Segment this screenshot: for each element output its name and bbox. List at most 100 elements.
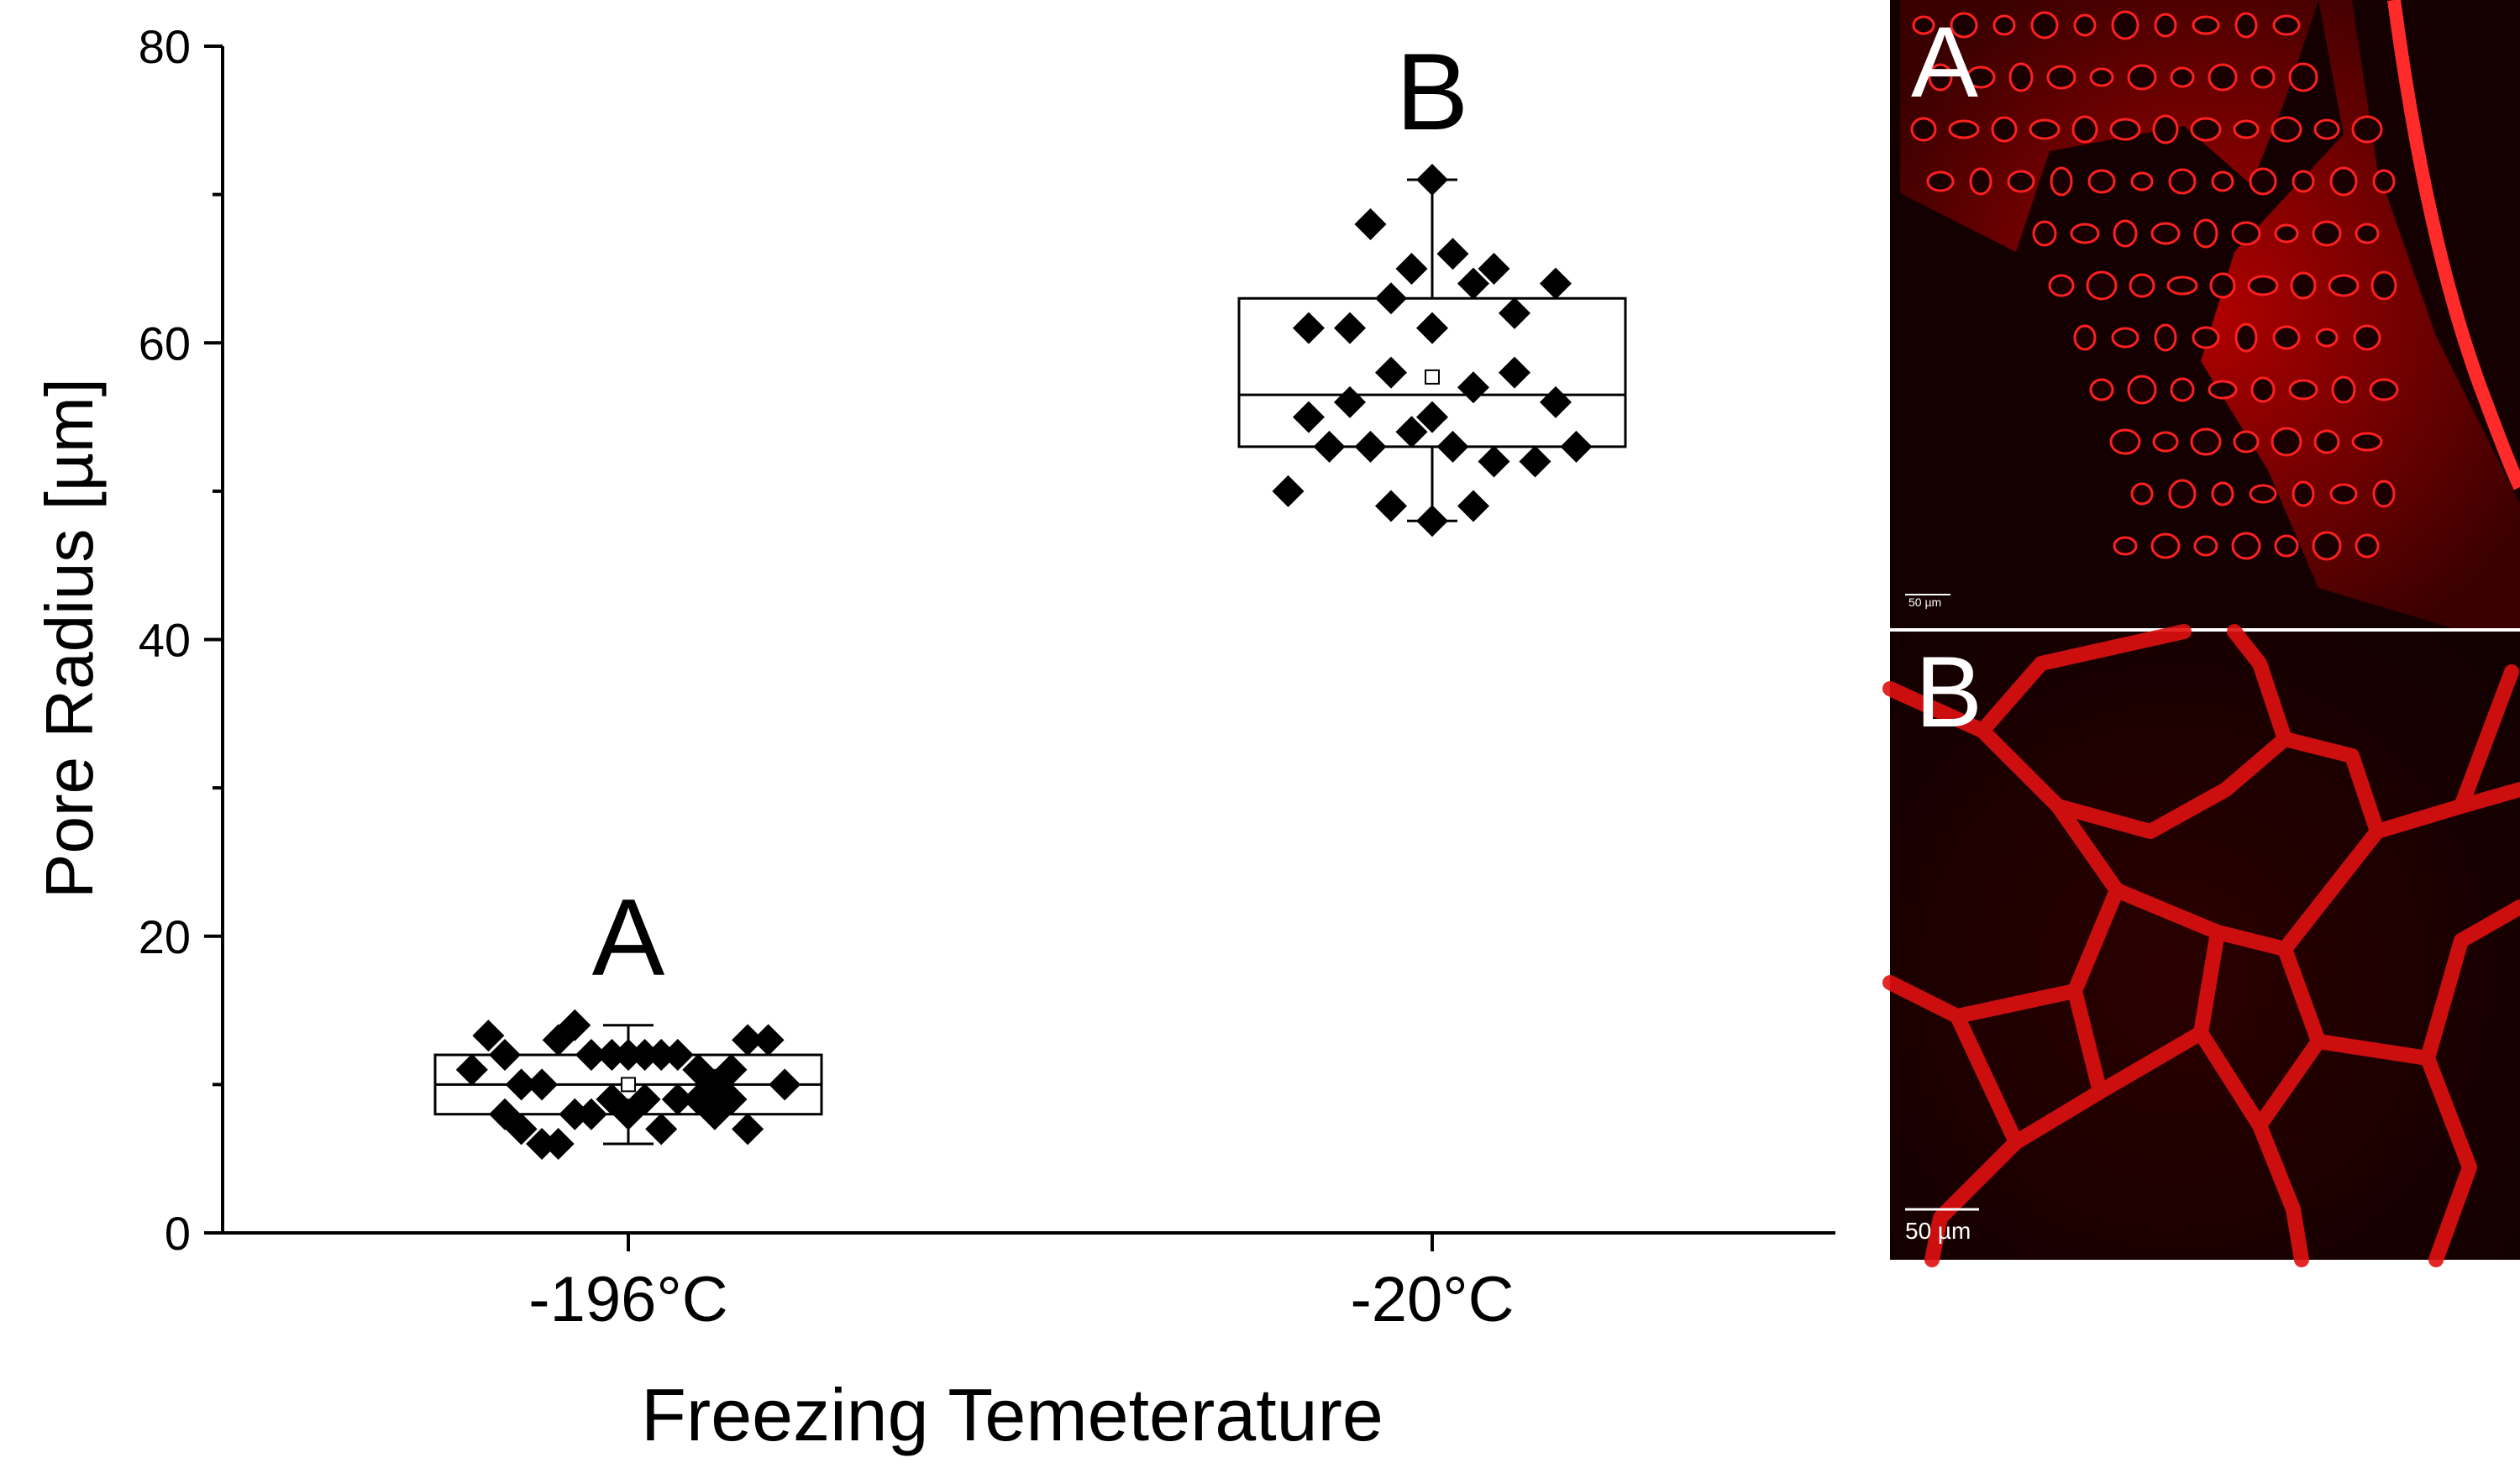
- data-point: [1354, 430, 1387, 463]
- pore: [2209, 272, 2236, 299]
- data-point: [1457, 490, 1489, 522]
- pore: [2111, 10, 2139, 40]
- box-plot-chart: 0 20 40 60 80 -196°C -20°C Pore Radius [µm] F…: [32, 20, 1835, 1456]
- pore: [2109, 428, 2141, 455]
- micrograph-a-scale-text: 50 µm: [1908, 595, 1941, 609]
- pore: [2274, 223, 2299, 244]
- pore: [2073, 324, 2097, 351]
- mean-marker: [621, 1077, 636, 1093]
- pore: [2193, 535, 2218, 557]
- pore: [2170, 377, 2195, 402]
- significance-letter: A: [592, 876, 665, 999]
- pore: [2288, 379, 2318, 401]
- pore: [2233, 430, 2260, 454]
- y-tick-label: 60: [139, 317, 191, 370]
- group-1: A: [433, 876, 823, 1161]
- micrograph-b-label: B: [1915, 636, 1982, 748]
- y-tick-label: 0: [165, 1207, 191, 1260]
- pore: [1928, 63, 1953, 92]
- data-point: [752, 1024, 785, 1057]
- pore: [2111, 327, 2139, 349]
- data-point: [612, 1039, 644, 1072]
- data-point: [1499, 356, 1530, 389]
- pore: [2234, 322, 2258, 353]
- pore: [2154, 13, 2177, 38]
- y-axis-label: Pore Radius [µm]: [32, 378, 107, 899]
- data-point: [1313, 430, 1346, 463]
- data-point: [542, 1128, 575, 1161]
- pore: [2150, 222, 2181, 245]
- pore: [1926, 170, 1955, 192]
- pore: [2113, 536, 2138, 556]
- pore: [1948, 119, 1980, 139]
- data-point: [1293, 401, 1325, 433]
- data-point: [505, 1068, 538, 1101]
- pore: [2372, 169, 2396, 194]
- pore: [2351, 115, 2383, 144]
- data-point: [645, 1113, 678, 1146]
- pore: [2166, 275, 2198, 296]
- data-point: [505, 1113, 538, 1146]
- data-point: [769, 1068, 801, 1101]
- pore: [2271, 116, 2302, 143]
- micrograph-a-pores: [1910, 10, 2399, 561]
- data-point: [1416, 312, 1448, 344]
- pore: [2355, 223, 2380, 244]
- x-tick-label: -20°C: [1350, 1264, 1514, 1335]
- pore: [1910, 117, 1937, 142]
- pore: [2353, 324, 2381, 351]
- data-point: [489, 1039, 521, 1072]
- pore: [2168, 479, 2197, 509]
- data-point: [1540, 385, 1572, 418]
- pore: [2208, 63, 2238, 92]
- pore: [2192, 15, 2220, 35]
- pore: [2109, 118, 2141, 141]
- pore: [2032, 220, 2057, 247]
- pore: [2152, 114, 2179, 144]
- mean-marker: [1425, 369, 1440, 385]
- micrograph-a: A 50 µm: [1890, 0, 2520, 628]
- pore: [2313, 118, 2340, 140]
- data-point: [526, 1128, 559, 1161]
- pore: [2234, 12, 2258, 39]
- pore: [2292, 480, 2315, 507]
- pore: [2369, 378, 2399, 401]
- pore: [2070, 223, 2100, 244]
- data-point: [715, 1083, 748, 1116]
- data-point: [1416, 163, 1448, 196]
- pore: [2208, 380, 2238, 400]
- pore: [2355, 533, 2380, 558]
- pore: [2152, 431, 2179, 453]
- significance-letter: B: [1396, 30, 1469, 153]
- y-axis: 0 20 40 60 80: [139, 20, 224, 1260]
- pore: [1991, 116, 2018, 143]
- data-point: [1540, 267, 1572, 300]
- data-point: [1293, 312, 1325, 344]
- pore: [2190, 427, 2222, 456]
- data-point: [1478, 252, 1510, 285]
- pore: [2007, 170, 2035, 193]
- x-tick-label: -196°C: [528, 1264, 727, 1335]
- pore: [2130, 482, 2154, 506]
- data-point: [1519, 445, 1551, 478]
- pore: [2073, 13, 2097, 37]
- pore: [2071, 115, 2098, 144]
- pore: [2247, 275, 2279, 296]
- pore: [2193, 218, 2218, 249]
- data-point: [1334, 385, 1366, 418]
- pore: [2331, 375, 2356, 404]
- pore: [2351, 432, 2383, 452]
- data-point: [455, 1053, 488, 1086]
- pore: [1950, 12, 1978, 39]
- pore: [2312, 531, 2342, 561]
- data-point: [732, 1113, 764, 1146]
- pore: [2086, 270, 2118, 301]
- pore: [2211, 481, 2234, 506]
- data-point: [1478, 445, 1510, 478]
- pore: [2272, 325, 2301, 350]
- pore: [2050, 166, 2073, 197]
- pore: [2048, 274, 2075, 297]
- pore: [2089, 378, 2114, 401]
- y-tick-label: 40: [139, 614, 191, 667]
- data-point: [661, 1039, 694, 1072]
